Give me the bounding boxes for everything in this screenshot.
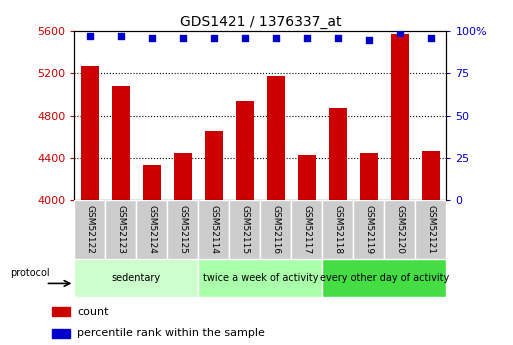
Bar (74, 259, 199, 297)
Text: GSM52122: GSM52122 (85, 205, 94, 254)
Bar (199, 200, 229, 259)
Point (179, 35, 187, 41)
Point (117, 33, 125, 39)
Bar (52, 329, 70, 338)
Text: GSM52120: GSM52120 (396, 205, 404, 254)
Text: GSM52116: GSM52116 (271, 205, 280, 254)
Bar (52, 307, 70, 316)
Point (303, 35, 311, 41)
Bar (235, 101, 254, 200)
Point (396, 30, 404, 36)
Bar (74, 200, 105, 259)
Text: GSM52124: GSM52124 (147, 205, 156, 254)
Point (334, 35, 342, 41)
Point (365, 37, 373, 42)
Bar (205, 131, 223, 200)
Bar (390, 34, 409, 200)
Text: GSM52123: GSM52123 (116, 205, 125, 254)
Bar (353, 200, 384, 259)
Text: GSM52125: GSM52125 (179, 205, 187, 254)
Bar (322, 259, 446, 297)
Text: protocol: protocol (10, 268, 50, 277)
Point (427, 35, 435, 41)
Bar (267, 77, 285, 200)
Point (272, 35, 280, 41)
Bar (136, 200, 167, 259)
Text: GSM52121: GSM52121 (426, 205, 436, 254)
Point (241, 35, 249, 41)
Bar (143, 165, 161, 200)
Text: GSM52117: GSM52117 (302, 205, 311, 254)
Bar (81, 66, 99, 200)
Bar (260, 200, 291, 259)
Bar (360, 152, 378, 200)
Text: count: count (77, 307, 109, 317)
Bar (173, 152, 192, 200)
Bar (105, 200, 136, 259)
Bar (416, 200, 446, 259)
Text: GSM52115: GSM52115 (241, 205, 249, 254)
Point (210, 35, 218, 41)
Point (148, 35, 156, 41)
Text: twice a week of activity: twice a week of activity (203, 273, 318, 283)
Text: every other day of activity: every other day of activity (320, 273, 449, 283)
Bar (291, 200, 322, 259)
Bar (111, 86, 130, 200)
Bar (384, 200, 416, 259)
Bar (328, 108, 347, 200)
Bar (422, 151, 440, 200)
Bar (322, 200, 353, 259)
Text: GSM52118: GSM52118 (333, 205, 342, 254)
Bar (229, 200, 260, 259)
Text: sedentary: sedentary (112, 273, 161, 283)
Text: GSM52114: GSM52114 (209, 205, 219, 254)
Title: GDS1421 / 1376337_at: GDS1421 / 1376337_at (180, 14, 341, 29)
Point (86, 33, 94, 39)
Bar (167, 200, 199, 259)
Bar (298, 155, 316, 200)
Text: percentile rank within the sample: percentile rank within the sample (77, 328, 265, 338)
Text: GSM52119: GSM52119 (364, 205, 373, 254)
Bar (199, 259, 322, 297)
